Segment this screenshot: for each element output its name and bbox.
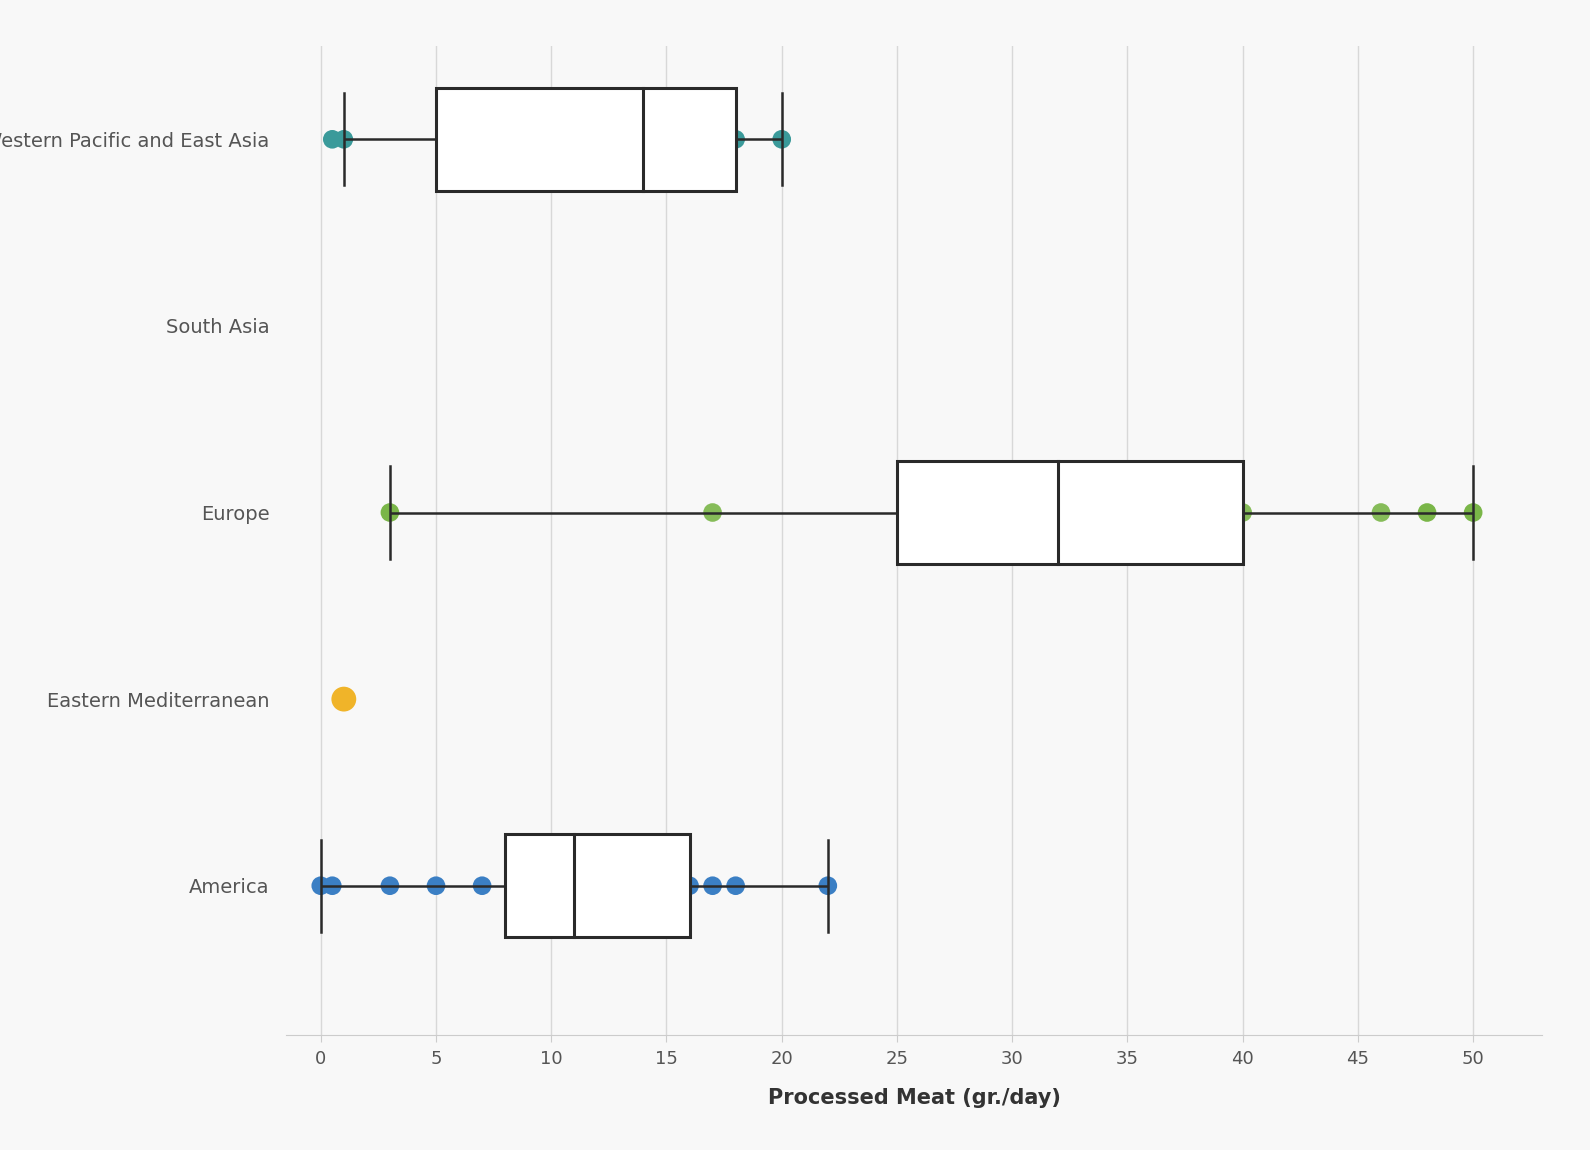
X-axis label: Processed Meat (gr./day): Processed Meat (gr./day) bbox=[768, 1088, 1061, 1107]
Point bbox=[504, 876, 529, 895]
Point bbox=[700, 876, 725, 895]
Point bbox=[585, 876, 611, 895]
Point bbox=[320, 876, 345, 895]
Point bbox=[700, 504, 725, 522]
Point bbox=[908, 504, 933, 522]
Point bbox=[308, 876, 334, 895]
Point bbox=[1046, 504, 1072, 522]
Point bbox=[331, 690, 356, 708]
Point bbox=[377, 876, 402, 895]
Bar bbox=[436, 89, 736, 191]
Point bbox=[1369, 504, 1394, 522]
Point bbox=[700, 130, 725, 148]
Point bbox=[469, 876, 494, 895]
Point bbox=[331, 130, 356, 148]
Point bbox=[631, 876, 657, 895]
Point bbox=[954, 504, 979, 522]
Point bbox=[423, 876, 448, 895]
Point bbox=[607, 876, 633, 895]
Point bbox=[320, 130, 345, 148]
Point bbox=[561, 876, 587, 895]
Point bbox=[1231, 504, 1256, 522]
Point bbox=[469, 130, 494, 148]
Point bbox=[770, 130, 795, 148]
Bar bbox=[897, 461, 1243, 564]
Point bbox=[653, 130, 679, 148]
Point bbox=[377, 504, 402, 522]
Point bbox=[539, 876, 564, 895]
Point bbox=[723, 876, 749, 895]
Point bbox=[816, 876, 841, 895]
Point bbox=[723, 130, 749, 148]
Bar bbox=[506, 835, 690, 937]
Point bbox=[677, 876, 703, 895]
Point bbox=[1461, 504, 1487, 522]
Point bbox=[1415, 504, 1441, 522]
